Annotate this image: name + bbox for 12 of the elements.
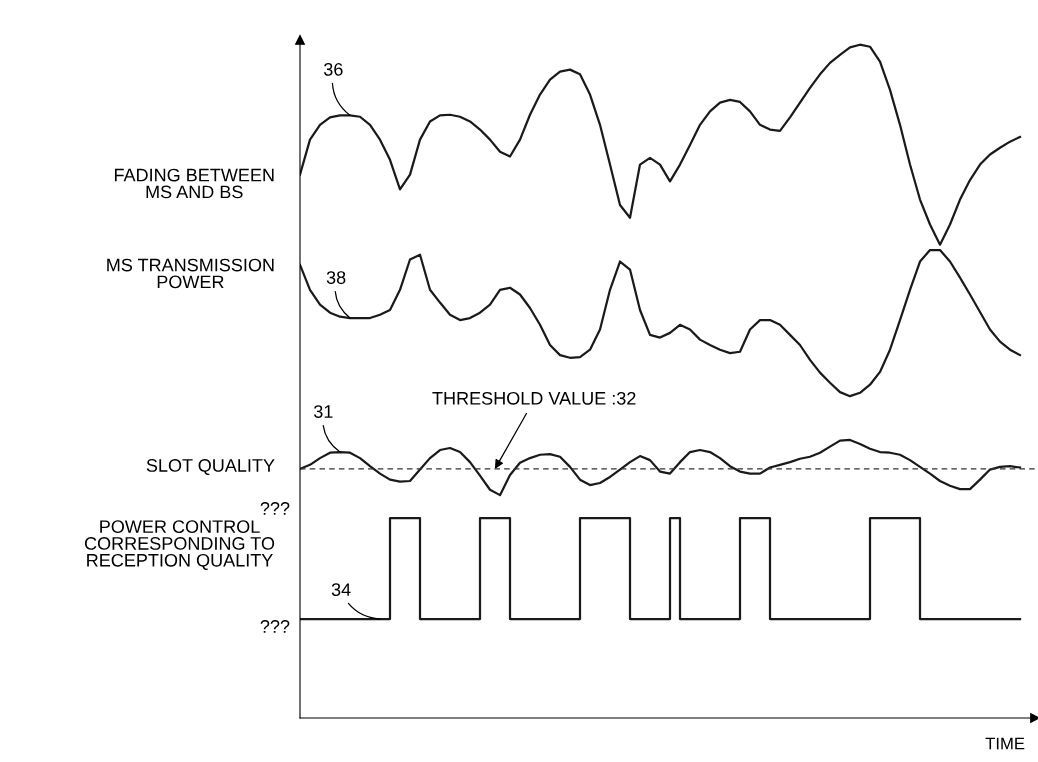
series-label: 38: [326, 271, 346, 284]
series-label: 31: [313, 405, 333, 418]
annotation: THRESHOLD VALUE :32: [432, 391, 636, 405]
text: ???: [260, 620, 290, 633]
text: FADING BETWEEN MS AND BS: [114, 168, 274, 199]
text: POWER CONTROL CORRESPONDING TO RECEPTION QUALITY: [84, 520, 275, 570]
text: 36: [323, 62, 343, 76]
text: SLOT QUALITY: [146, 459, 275, 476]
series-label: 34: [331, 583, 351, 597]
text: ???: [260, 502, 290, 515]
text: MS TRANSMISSION POWER: [107, 258, 274, 289]
x-axis-title: TIME: [985, 737, 1025, 750]
